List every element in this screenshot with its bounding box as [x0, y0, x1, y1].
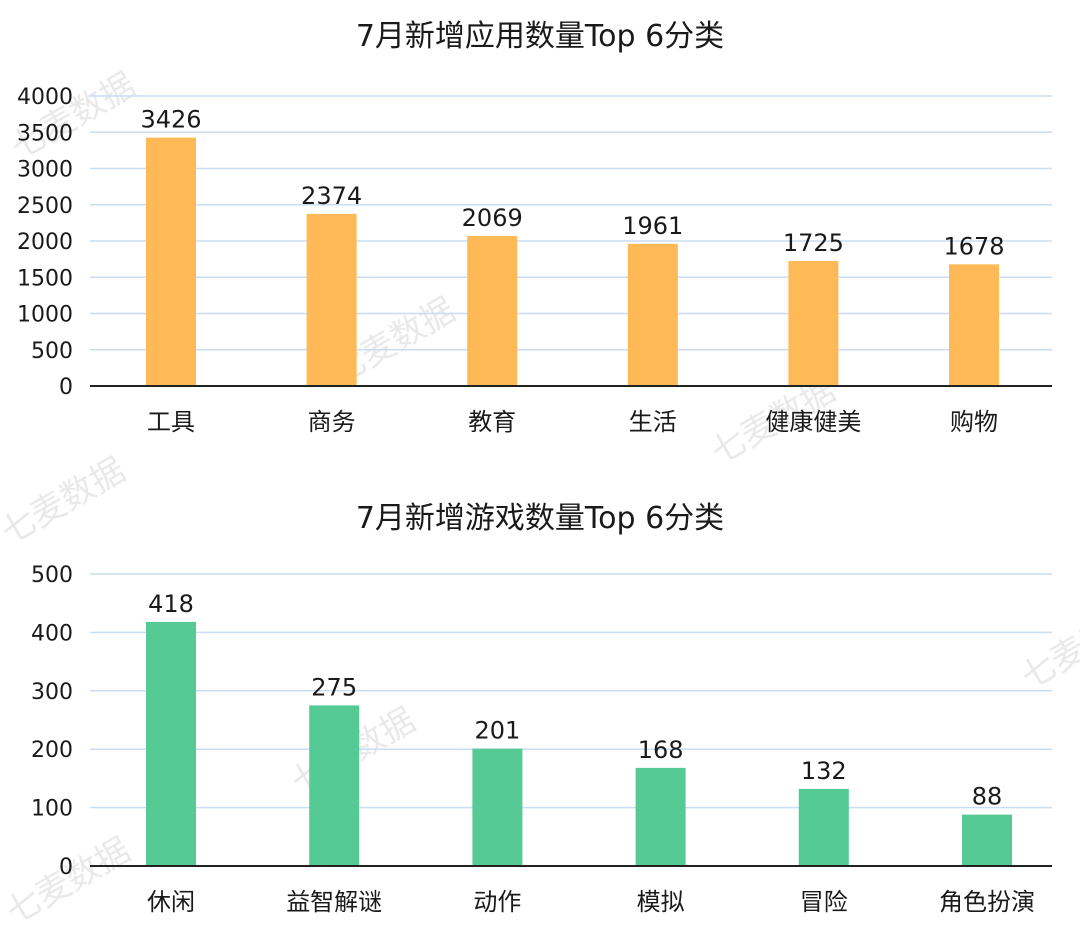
x-category-label: 动作 — [473, 888, 521, 916]
watermark-text: 七麦数据 — [5, 65, 143, 168]
y-tick-label: 0 — [59, 375, 73, 400]
bar-value-label: 88 — [972, 783, 1003, 811]
x-category-label: 角色扮演 — [939, 888, 1035, 916]
bar-value-label: 3426 — [140, 106, 201, 134]
bar — [788, 260, 839, 386]
y-tick-label: 500 — [31, 563, 73, 588]
y-tick-label: 500 — [31, 339, 73, 364]
bar — [146, 137, 196, 386]
bar-value-label: 132 — [801, 757, 847, 785]
bar-value-label: 2374 — [301, 182, 362, 210]
bar — [798, 788, 849, 866]
bar — [627, 243, 678, 386]
x-category-label: 健康健美 — [765, 408, 861, 436]
y-tick-label: 2500 — [17, 194, 73, 219]
bar — [472, 748, 523, 866]
bar-value-label: 201 — [474, 717, 520, 745]
bar — [962, 814, 1012, 866]
x-category-label: 益智解谜 — [286, 888, 382, 916]
x-category-label: 冒险 — [800, 888, 848, 916]
x-category-label: 生活 — [629, 408, 677, 436]
x-category-label: 模拟 — [637, 888, 685, 916]
y-tick-label: 1000 — [17, 303, 73, 328]
y-tick-label: 400 — [31, 621, 73, 646]
bar — [467, 235, 518, 386]
chart-panel-1: 7月新增应用数量Top 6分类 0 500 1000 1500 2000 2500 3000 3… — [17, 19, 1052, 436]
bar-value-label: 1678 — [943, 232, 1004, 260]
bar-value-label: 418 — [148, 590, 194, 618]
chart-title: 7月新增应用数量Top 6分类 — [356, 19, 724, 54]
bar-value-label: 168 — [638, 736, 684, 764]
y-tick-label: 0 — [59, 855, 73, 880]
y-tick-label: 1500 — [17, 266, 73, 291]
watermark-text: 七麦数据 — [0, 450, 132, 553]
charts-layer: 7月新增应用数量Top 6分类0500100015002000250030003… — [17, 19, 1052, 916]
bar-value-label: 1961 — [622, 212, 683, 240]
x-category-label: 休闲 — [147, 888, 195, 916]
bar — [309, 705, 360, 866]
bar — [306, 213, 357, 386]
bar-value-label: 275 — [311, 673, 357, 701]
chart-title: 7月新增游戏数量Top 6分类 — [356, 501, 724, 536]
y-tick-label: 2000 — [17, 230, 73, 255]
x-category-label: 工具 — [147, 408, 195, 436]
x-category-label: 商务 — [308, 408, 356, 436]
bar — [146, 621, 196, 866]
bar — [635, 767, 686, 866]
y-tick-label: 300 — [31, 680, 73, 705]
y-tick-label: 200 — [31, 738, 73, 763]
x-category-label: 购物 — [950, 408, 998, 436]
bar-value-label: 2069 — [462, 204, 523, 232]
y-tick-label: 3000 — [17, 158, 73, 183]
x-category-label: 教育 — [468, 408, 516, 436]
y-tick-label: 100 — [31, 797, 73, 822]
chart-panel-2: 7月新增游戏数量Top 6分类 0 100 200 300 400 500 418 休闲 275 益… — [31, 501, 1052, 916]
bar — [949, 264, 999, 386]
y-tick-label: 3500 — [17, 121, 73, 146]
bar-value-label: 1725 — [783, 229, 844, 257]
watermark-text: 七麦数据 — [1015, 595, 1080, 698]
y-tick-label: 4000 — [17, 85, 73, 110]
